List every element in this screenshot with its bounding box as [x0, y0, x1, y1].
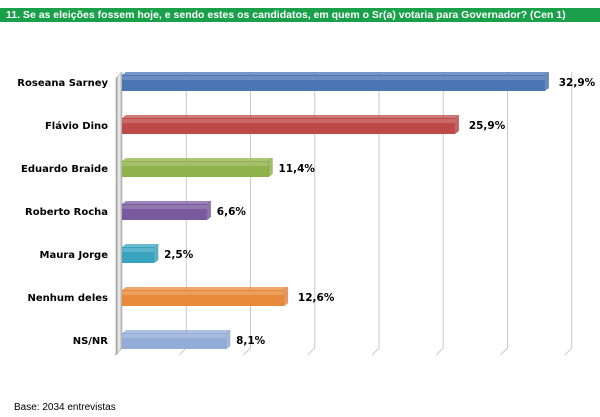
bar-highlight — [122, 334, 227, 338]
category-label: Nenhum deles — [27, 293, 108, 304]
category-label: Roberto Rocha — [25, 207, 108, 218]
bar-group — [122, 71, 550, 92]
bar-top — [122, 287, 288, 290]
value-label: 2,5% — [164, 249, 194, 261]
bar-group — [122, 114, 460, 135]
bar-highlight — [122, 291, 284, 295]
bar-highlight — [122, 205, 207, 209]
bar-side — [225, 329, 231, 350]
bar — [122, 290, 284, 306]
gridline-floor — [435, 347, 444, 356]
bar-group — [122, 243, 159, 264]
value-label: 6,6% — [217, 206, 247, 218]
bar — [122, 247, 155, 263]
category-label: Roseana Sarney — [17, 78, 108, 89]
bar-highlight — [122, 76, 545, 80]
bar — [122, 75, 545, 91]
gridline-floor — [371, 347, 380, 356]
bar-top — [122, 158, 273, 161]
bar-side — [544, 71, 550, 92]
bar-top — [122, 244, 159, 247]
bar-top — [122, 72, 549, 75]
bar — [122, 204, 207, 220]
bar-group — [122, 200, 212, 221]
gridline-floor — [564, 347, 573, 356]
bar-group — [122, 286, 289, 307]
value-label: 12,6% — [298, 292, 335, 304]
bar-side — [454, 114, 460, 135]
value-label: 8,1% — [236, 335, 266, 347]
chart-title: 11. Se as eleições fossem hoje, e sendo … — [0, 8, 600, 22]
bar-top — [122, 115, 459, 118]
bar-highlight — [122, 119, 455, 123]
bar-highlight — [122, 162, 269, 166]
bar — [122, 333, 227, 349]
category-label: Eduardo Braide — [21, 164, 108, 175]
value-label: 25,9% — [469, 120, 506, 132]
bar-side — [268, 157, 273, 178]
gridline-floor — [500, 347, 508, 356]
bar-top — [122, 201, 211, 204]
gridline-floor — [243, 347, 251, 356]
bar — [122, 118, 455, 134]
bar-highlight — [122, 248, 155, 252]
bar-group — [122, 329, 231, 350]
value-label: 32,9% — [559, 77, 596, 89]
value-label: 11,4% — [278, 163, 315, 175]
footer-base-note: Base: 2034 entrevistas — [14, 402, 116, 413]
category-label: Flávio Dino — [45, 120, 108, 132]
bar-side — [153, 243, 159, 264]
bar-side — [206, 200, 212, 221]
bar — [122, 161, 269, 177]
gridline-floor — [307, 347, 316, 356]
category-label: NS/NR — [73, 336, 109, 347]
bar-side — [283, 286, 289, 307]
axis-wall — [115, 71, 123, 356]
bar-group — [122, 157, 273, 178]
bar-top — [122, 330, 231, 333]
category-label: Maura Jorge — [40, 250, 109, 261]
gridline-floor — [178, 347, 187, 356]
